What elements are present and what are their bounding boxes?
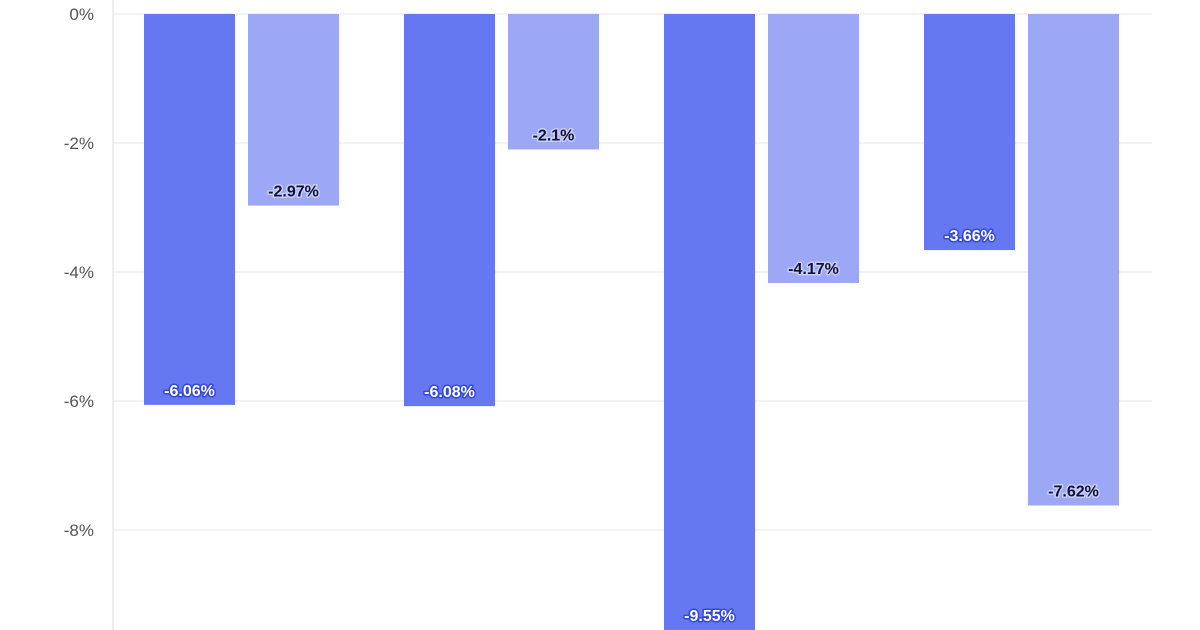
data-label: -2.1%-2.1% xyxy=(531,126,576,146)
data-label: -6.06%-6.06% xyxy=(163,381,217,401)
y-axis-tick-labels: 0% -2% -4% -6% -8% xyxy=(64,5,94,540)
data-label: -7.62%-7.62% xyxy=(1047,482,1101,502)
bars xyxy=(144,14,1119,630)
y-tick-label: -8% xyxy=(64,521,94,540)
data-label: -2.97%-2.97% xyxy=(267,182,321,202)
data-label-halo: -4.17% xyxy=(788,261,839,278)
bar xyxy=(768,14,859,283)
bar xyxy=(248,14,339,206)
y-tick-label: -4% xyxy=(64,263,94,282)
data-label: -6.08%-6.08% xyxy=(423,383,477,403)
data-label-text: -2.97% xyxy=(268,184,319,201)
data-label-text: -4.17% xyxy=(788,261,839,278)
bar xyxy=(1028,14,1119,506)
data-label-halo: -3.66% xyxy=(944,228,995,245)
data-label: -4.17%-4.17% xyxy=(787,259,841,279)
bar xyxy=(508,14,599,150)
data-label-halo: -9.55% xyxy=(684,608,735,625)
data-label-text: -3.66% xyxy=(944,228,995,245)
data-label-halo: -7.62% xyxy=(1048,483,1099,500)
data-label-halo: -2.1% xyxy=(533,127,575,144)
data-label-text: -2.1% xyxy=(533,127,575,144)
data-label-halo: -6.06% xyxy=(164,383,215,400)
bar xyxy=(924,14,1015,251)
data-label-text: -9.55% xyxy=(684,608,735,625)
bar xyxy=(404,14,495,407)
data-label: -9.55%-9.55% xyxy=(683,606,737,626)
y-tick-label: -2% xyxy=(64,134,94,153)
data-labels: -6.06%-6.06% -6.08%-6.08% -9.55%-9.55% -3.6… xyxy=(163,126,1101,627)
data-label-halo: -6.08% xyxy=(424,384,475,401)
bar xyxy=(664,14,755,630)
data-label: -3.66%-3.66% xyxy=(943,227,997,247)
data-label-halo: -2.97% xyxy=(268,184,319,201)
y-tick-label: -6% xyxy=(64,392,94,411)
bar xyxy=(144,14,235,405)
data-label-text: -6.06% xyxy=(164,383,215,400)
y-tick-label: 0% xyxy=(69,5,94,24)
data-label-text: -7.62% xyxy=(1048,483,1099,500)
data-label-text: -6.08% xyxy=(424,384,475,401)
